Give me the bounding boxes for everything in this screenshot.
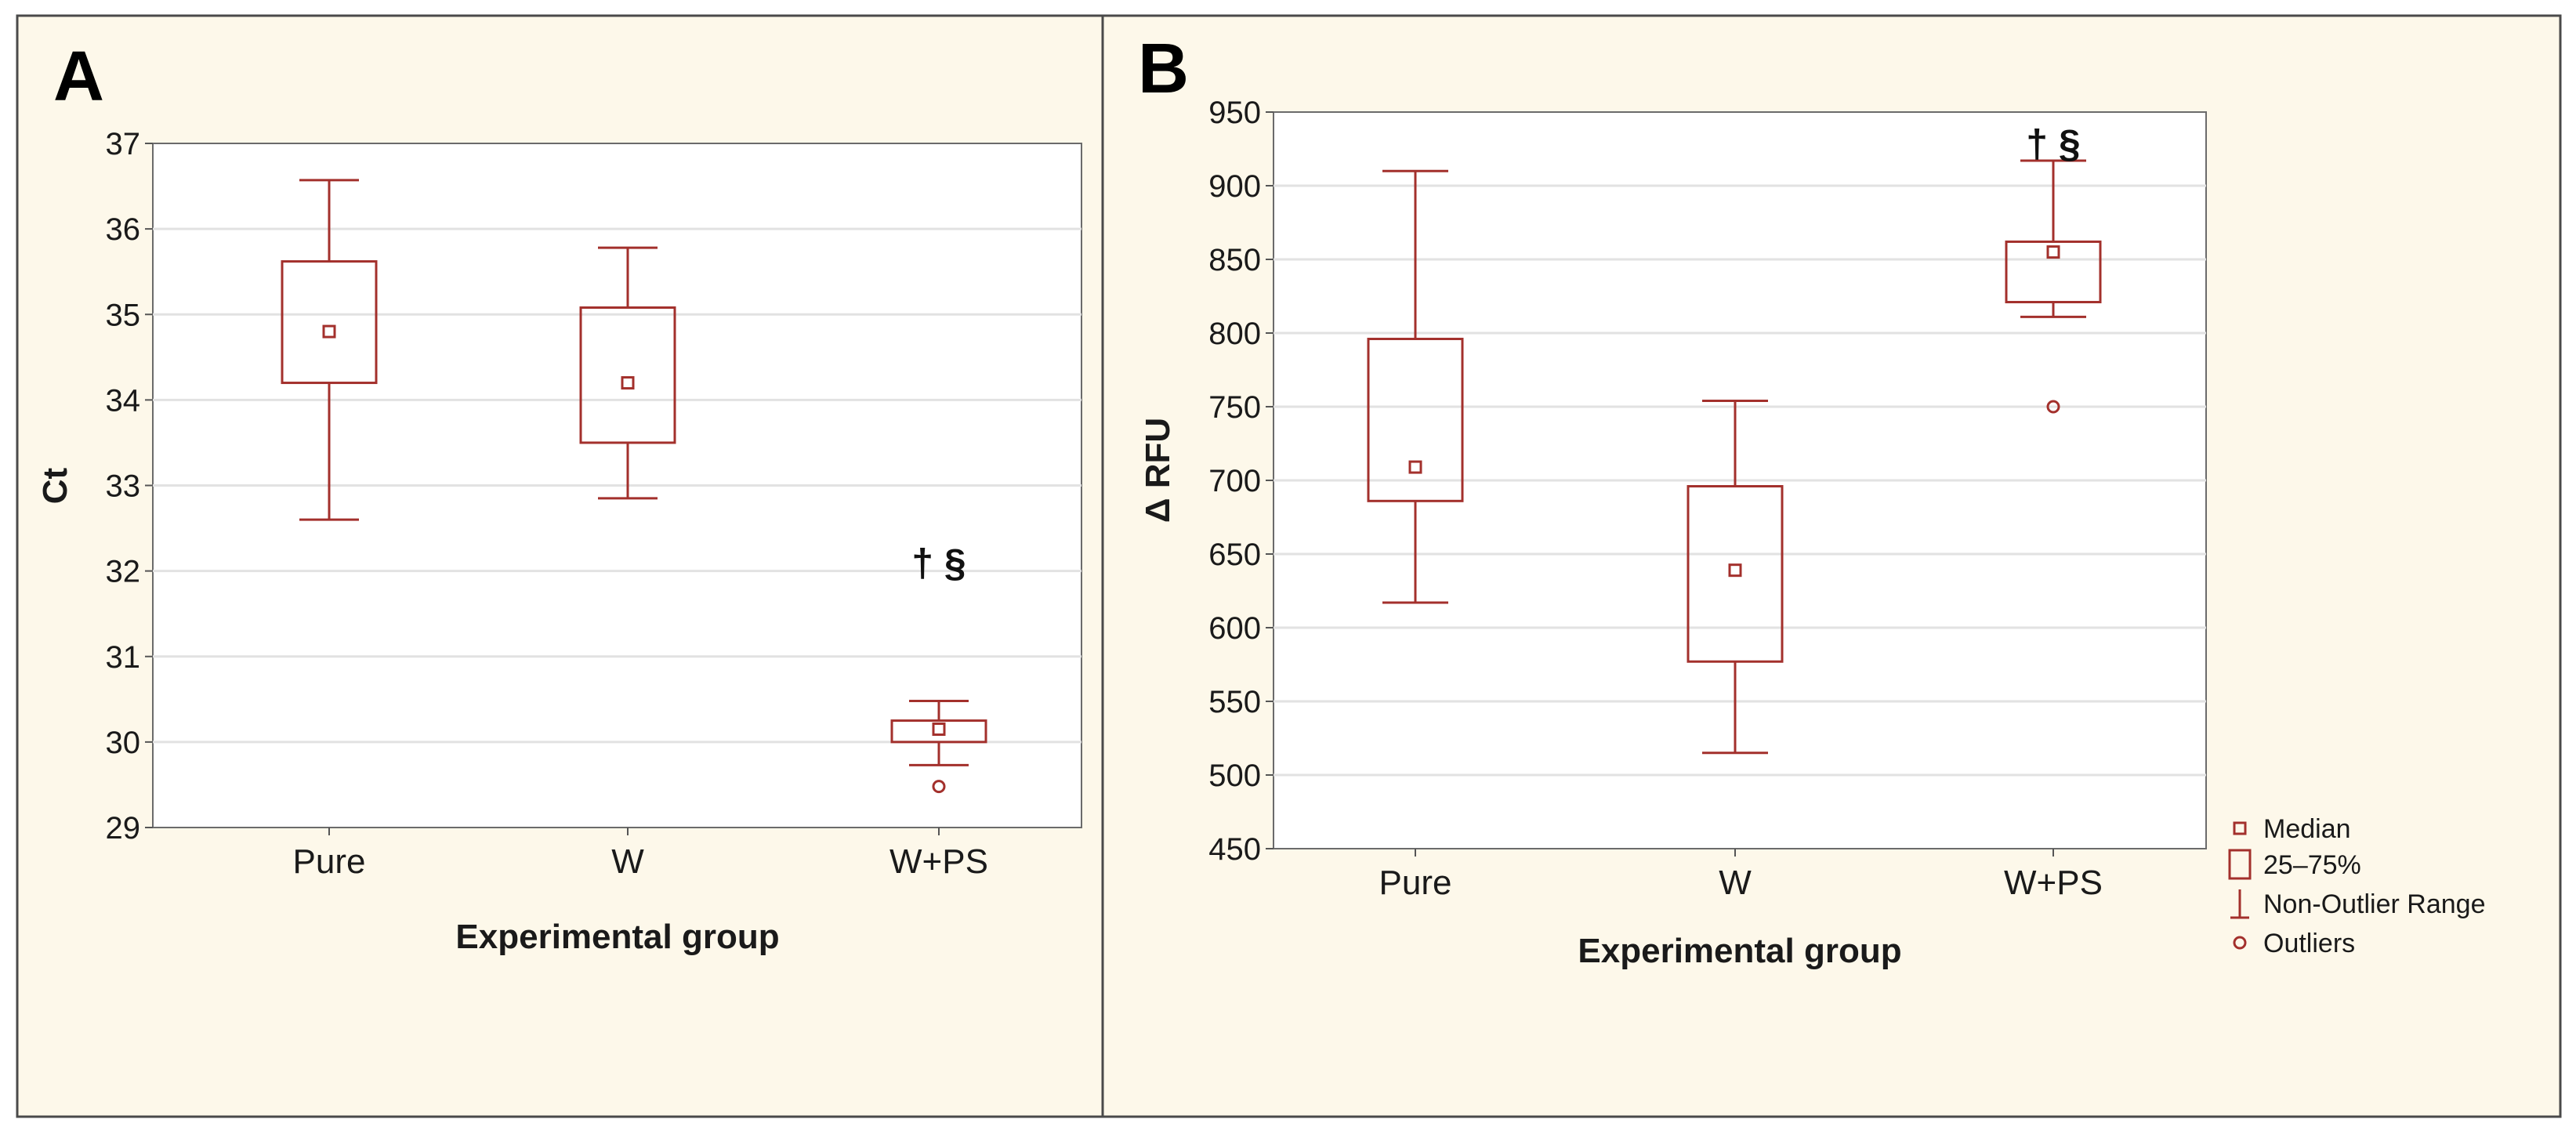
y-tick-label: 33: [106, 469, 141, 504]
category-label: W+PS: [2004, 864, 2103, 902]
panel-b-category-labels: Pure W W+PS: [1379, 849, 2103, 902]
panel-b-boxes: [1367, 159, 2102, 755]
panel-b-x-axis-title: Experimental group: [1578, 932, 1901, 970]
outlier-point: [932, 780, 946, 794]
panel-a-annotations: † §: [911, 541, 966, 585]
median-marker: [1728, 563, 1742, 578]
y-tick-label: 35: [106, 298, 141, 332]
legend-item-whisker: Non-Outlier Range: [2230, 889, 2485, 919]
legend-median-symbol: [2233, 821, 2247, 835]
outlier-point: [2046, 400, 2060, 414]
panel-b-gridlines: [1274, 184, 2206, 777]
iqr-box: [579, 306, 676, 444]
box-plot-w-ps: [2005, 159, 2102, 414]
y-tick-label: 550: [1208, 685, 1261, 719]
panel-a: A 29 30 31 32 33 34 35 36 37 Pure W W+PS † § Exper…: [36, 38, 1082, 956]
panel-a-x-axis-title: Experimental group: [455, 918, 779, 956]
box-plot-w-ps: [890, 699, 987, 794]
legend-item-box: 25–75%: [2228, 849, 2361, 880]
y-tick-label: 450: [1208, 832, 1261, 867]
legend-label: 25–75%: [2263, 850, 2361, 880]
panel-b: B 450 500 550 600 650 700 750 800 850 900 950 Pure…: [1138, 30, 2485, 970]
y-tick-label: 500: [1208, 759, 1261, 793]
y-tick-label: 650: [1208, 538, 1261, 572]
panel-a-y-axis-title: Ct: [36, 467, 74, 504]
y-tick-label: 32: [106, 555, 141, 589]
median-marker: [1408, 460, 1422, 474]
median-marker: [2046, 245, 2060, 259]
y-tick-label: 750: [1208, 390, 1261, 425]
category-label: W+PS: [889, 842, 988, 881]
median-marker: [932, 723, 946, 737]
y-tick-label: 900: [1208, 169, 1261, 204]
panel-a-y-ticks: 29 30 31 32 33 34 35 36 37: [106, 127, 153, 846]
median-marker: [322, 324, 336, 339]
category-label: W: [611, 842, 644, 881]
legend-box-symbol: [2228, 849, 2252, 880]
y-tick-label: 34: [106, 383, 141, 418]
panel-b-letter: B: [1138, 30, 1189, 108]
y-tick-label: 30: [106, 726, 141, 760]
legend-item-median: Median: [2233, 814, 2351, 844]
iqr-box: [1687, 485, 1784, 663]
category-label: W: [1719, 864, 1752, 902]
legend: Median 25–75% Non-Outlier Range Outliers: [2228, 814, 2485, 958]
y-tick-label: 600: [1208, 611, 1261, 646]
panel-b-y-ticks: 450 500 550 600 650 700 750 800 850 900 950: [1208, 96, 1274, 867]
panel-b-annotations: † §: [2026, 121, 2081, 165]
y-tick-label: 31: [106, 640, 141, 675]
legend-label: Median: [2263, 814, 2351, 844]
iqr-box: [890, 719, 987, 744]
y-tick-label: 36: [106, 212, 141, 247]
y-tick-label: 850: [1208, 243, 1261, 277]
y-tick-label: 800: [1208, 317, 1261, 351]
y-tick-label: 37: [106, 127, 141, 161]
legend-label: Non-Outlier Range: [2263, 889, 2485, 919]
y-tick-label: 29: [106, 811, 141, 846]
median-marker: [621, 376, 635, 390]
panel-b-y-axis-title: Δ RFU: [1139, 418, 1177, 523]
category-label: Pure: [293, 842, 366, 881]
panel-a-letter: A: [53, 38, 104, 116]
box-plot-w: [1687, 399, 1784, 755]
box-plot-w: [579, 246, 676, 500]
category-label: Pure: [1379, 864, 1452, 902]
legend-outlier-symbol: [2233, 936, 2247, 950]
significance-annotation: † §: [2026, 121, 2081, 165]
iqr-box: [281, 260, 378, 385]
panel-a-category-labels: Pure W W+PS: [293, 828, 988, 881]
box-plot-pure: [281, 179, 378, 521]
significance-annotation: † §: [911, 541, 966, 585]
y-tick-label: 950: [1208, 96, 1261, 130]
iqr-box: [1367, 338, 1464, 502]
iqr-box: [2005, 240, 2102, 304]
legend-item-outlier: Outliers: [2233, 929, 2355, 958]
box-plot-pure: [1367, 169, 1464, 604]
y-tick-label: 700: [1208, 464, 1261, 498]
legend-label: Outliers: [2263, 929, 2355, 958]
panel-a-boxes: [281, 179, 987, 794]
